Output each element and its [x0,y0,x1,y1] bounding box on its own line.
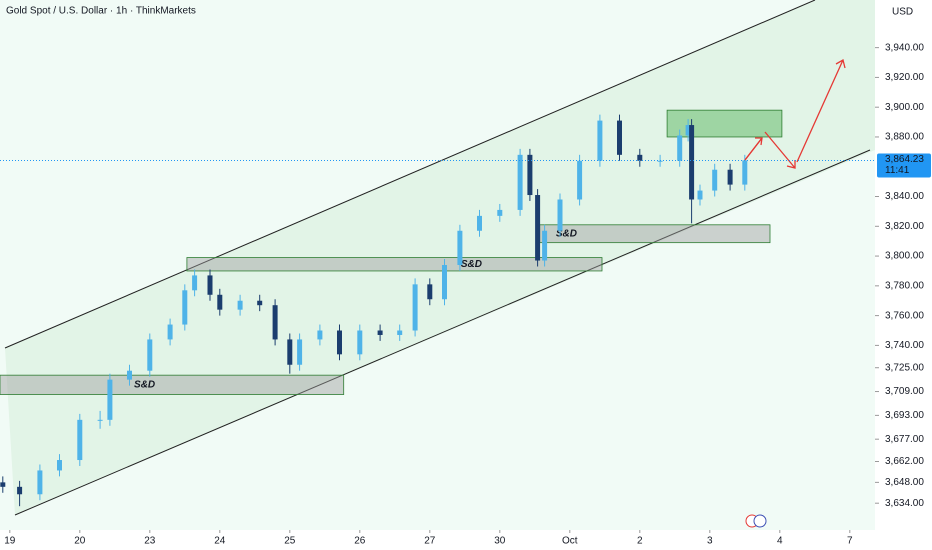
y-tick-label: 3,709.00 [885,386,924,397]
candle-body [37,470,43,495]
candle-body [317,330,323,340]
candle-body [477,215,482,231]
candle-body [617,120,622,155]
y-tick-label: 3,820.00 [885,221,924,232]
x-tick-label: 27 [424,536,436,547]
channel-lower [14,149,871,516]
zone [666,109,783,138]
candle-body [97,419,103,421]
y-tick-label: 3,880.00 [885,132,924,143]
x-tick-label: 26 [354,536,366,547]
candle-body [272,305,278,340]
y-tick-label: 3,740.00 [885,340,924,351]
candle-body [167,324,173,340]
candle-body [207,275,213,295]
x-tick-label: 25 [284,536,296,547]
zone-label: S&D [134,379,155,390]
zone [186,257,603,272]
candle-body [712,169,718,191]
channel-upper [4,0,816,349]
x-tick-label: 7 [847,536,853,547]
x-tick-label: 3 [707,536,713,547]
candle-body [637,154,643,161]
x-tick-label: 24 [214,536,226,547]
x-tick-label: 23 [144,536,156,547]
candle-body [377,330,383,335]
candle-body [337,330,342,355]
candle-body [17,486,23,495]
y-tick-label: 3,648.00 [885,477,924,488]
candle-body [297,339,303,365]
candle-body [357,330,363,355]
chart-title: Gold Spot / U.S. Dollar · 1h · ThinkMark… [6,6,196,17]
y-tick-label: 3,800.00 [885,251,924,262]
flag-icon [745,514,767,528]
candle-body [497,209,503,216]
y-tick-label: 3,760.00 [885,310,924,321]
candle-body [689,125,695,200]
candle-body [237,300,243,310]
zone-label: S&D [556,228,577,239]
candle-body [577,160,583,200]
price-axis [875,0,932,550]
countdown-label: 11:41 [885,165,910,176]
candle-body [192,275,198,291]
x-tick-label: 19 [4,536,16,547]
candle-body [77,419,83,461]
candle-body [597,120,603,161]
candle-body [442,265,447,300]
last-price-label: 3,864.23 [885,154,924,165]
y-tick-label: 3,920.00 [885,72,924,83]
candle-body [0,482,6,487]
x-tick-label: 20 [74,536,86,547]
candle-body [457,230,463,265]
projection-arrow [744,59,846,169]
last-price-box [877,153,931,178]
candle-body [517,154,523,210]
y-tick-label: 3,840.00 [885,191,924,202]
x-tick-label: Oct [562,536,578,547]
candle-body [542,230,548,261]
y-tick-label: 3,725.00 [885,362,924,373]
candle-body [412,284,418,331]
candle-body [397,330,403,335]
y-tick-label: 3,940.00 [885,42,924,53]
candle-body [127,370,132,380]
y-tick-label: 3,662.00 [885,456,924,467]
currency-label: USD [892,7,913,18]
candle-body [527,154,533,196]
x-tick-label: 4 [777,536,783,547]
candle-body [107,379,113,420]
candle-body [685,125,691,136]
candle-body [57,460,62,471]
time-axis [0,530,875,550]
candle-body [727,169,733,185]
candle-body [742,160,748,185]
y-tick-label: 3,677.00 [885,434,924,445]
candle-body [427,284,433,300]
zone [0,374,345,395]
x-tick-label: 2 [637,536,643,547]
candle-body [677,135,683,161]
zone-label: S&D [461,259,482,270]
y-tick-label: 3,693.00 [885,410,924,421]
candle-body [557,199,563,231]
candle-body [257,300,263,306]
candle-body [182,290,188,325]
candle-body [535,195,541,261]
y-tick-label: 3,634.00 [885,498,924,509]
y-tick-label: 3,900.00 [885,102,924,113]
candle-body [147,339,153,371]
candle-body [657,160,663,162]
candle-body [217,294,223,310]
candle-body [287,339,293,365]
x-tick-label: 30 [494,536,506,547]
y-tick-label: 3,780.00 [885,280,924,291]
candle-body [697,190,703,200]
